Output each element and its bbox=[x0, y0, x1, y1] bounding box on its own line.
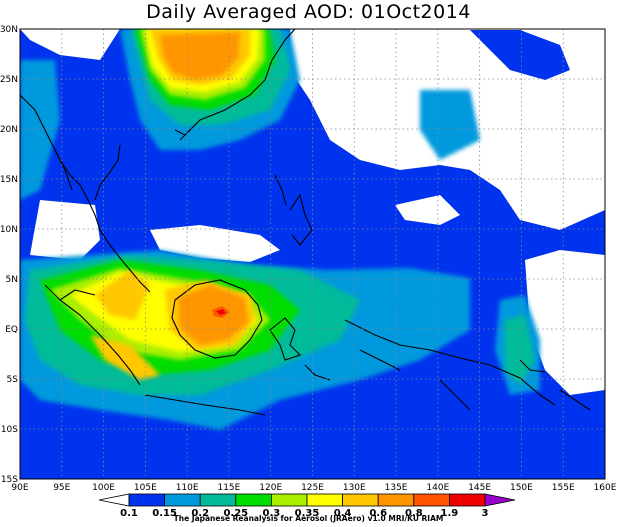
colorbar: 0.1 0.15 0.2 0.25 0.3 0.35 0.4 0.6 0.8 1.9 3 bbox=[98, 493, 516, 519]
lon-tick-label: 105E bbox=[134, 483, 157, 493]
colorbar-box bbox=[199, 493, 237, 507]
colorbar-level-label: 3 bbox=[482, 508, 489, 519]
latitude-tick-labels: 30N 25N 20N 15N 10N 5N EQ 5S 10S 15S bbox=[0, 25, 18, 485]
colorbar-level-label: 0.6 bbox=[369, 508, 387, 519]
lat-tick-label: 5N bbox=[6, 275, 18, 285]
lon-tick-label: 100E bbox=[92, 483, 115, 493]
lat-tick-label: 15S bbox=[1, 475, 18, 485]
lat-tick-label: EQ bbox=[5, 325, 18, 335]
lon-tick-label: 130E bbox=[343, 483, 366, 493]
lon-tick-label: 135E bbox=[385, 483, 408, 493]
colorbar-level-label: 0.35 bbox=[295, 508, 320, 519]
lon-tick-label: 145E bbox=[468, 483, 491, 493]
colorbar-box bbox=[235, 493, 272, 507]
colorbar-under-triangle bbox=[98, 493, 130, 507]
lon-tick-label: 160E bbox=[594, 483, 617, 493]
colorbar-level-label: 0.8 bbox=[405, 508, 423, 519]
colorbar-box bbox=[270, 493, 308, 507]
colorbar-level-label: 0.15 bbox=[152, 508, 177, 519]
lon-tick-label: 125E bbox=[301, 483, 324, 493]
lon-tick-label: 90E bbox=[11, 483, 28, 493]
lat-tick-label: 15N bbox=[0, 175, 18, 185]
lat-tick-label: 5S bbox=[7, 375, 19, 385]
map-frame bbox=[19, 28, 606, 480]
lon-tick-label: 140E bbox=[426, 483, 449, 493]
colorbar-level-label: 0.2 bbox=[191, 508, 209, 519]
colorbar-level-label: 1.9 bbox=[441, 508, 459, 519]
graticule bbox=[20, 29, 605, 479]
colorbar-level-label: 0.25 bbox=[223, 508, 248, 519]
lon-tick-label: 120E bbox=[259, 483, 282, 493]
colorbar-box bbox=[342, 493, 379, 507]
colorbar-box bbox=[128, 493, 165, 507]
lon-tick-label: 150E bbox=[510, 483, 533, 493]
coastlines bbox=[20, 29, 591, 416]
lon-tick-label: 115E bbox=[217, 483, 240, 493]
colorbar-level-label: 0.4 bbox=[334, 508, 352, 519]
lat-tick-label: 10S bbox=[1, 425, 18, 435]
lon-tick-label: 155E bbox=[552, 483, 575, 493]
colorbar-over-triangle bbox=[484, 493, 516, 507]
lon-tick-label: 110E bbox=[176, 483, 199, 493]
clean-air-regions bbox=[20, 29, 605, 479]
lat-tick-label: 10N bbox=[0, 225, 18, 235]
lat-tick-label: 30N bbox=[0, 25, 18, 35]
lon-tick-label: 95E bbox=[53, 483, 70, 493]
colorbar-level-label: 0.3 bbox=[263, 508, 281, 519]
colorbar-level-label: 0.1 bbox=[120, 508, 138, 519]
longitude-tick-labels: 90E 95E 100E 105E 110E 115E 120E 125E 130E 135E 14… bbox=[11, 483, 616, 493]
data-credit: The Japanese Reanalysis for Aerosol (JRA… bbox=[173, 514, 444, 523]
colorbar-box bbox=[413, 493, 450, 507]
colorbar-box bbox=[377, 493, 415, 507]
colorbar-box bbox=[306, 493, 343, 507]
lat-tick-label: 20N bbox=[0, 125, 18, 135]
lat-tick-label: 25N bbox=[0, 75, 18, 85]
map-title: Daily Averaged AOD: 01Oct2014 bbox=[146, 1, 471, 23]
colorbar-box bbox=[164, 493, 201, 507]
colorbar-box bbox=[448, 493, 486, 507]
